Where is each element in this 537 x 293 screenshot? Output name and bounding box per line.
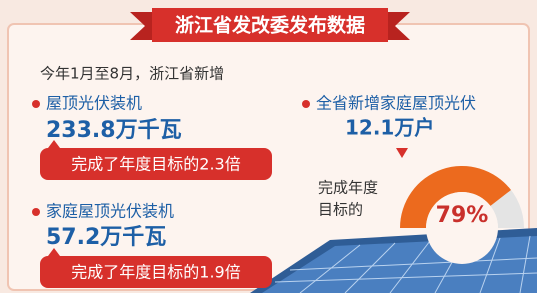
item-value: 57.2万千瓦 bbox=[46, 225, 166, 250]
title: 浙江省发改委发布数据 bbox=[175, 14, 365, 37]
item-note: 完成了年度目标的2.3倍 bbox=[71, 155, 240, 174]
bullet bbox=[302, 100, 310, 108]
item-value: 233.8万千瓦 bbox=[46, 118, 182, 143]
gauge-line: 目标的 bbox=[318, 201, 363, 219]
households-value: 12.1万户 bbox=[345, 116, 434, 140]
gauge-value: 79% bbox=[436, 203, 489, 228]
gauge-line: 完成年度 bbox=[318, 179, 378, 197]
bullet bbox=[32, 100, 40, 108]
title-banner: 浙江省发改委发布数据 bbox=[130, 8, 410, 42]
bullet bbox=[32, 208, 40, 216]
households-label: 全省新增家庭屋顶光伏 bbox=[316, 94, 476, 113]
intro: 今年1月至8月，浙江省新增 bbox=[40, 65, 224, 83]
item-label: 家庭屋顶光伏装机 bbox=[46, 202, 174, 221]
item-label: 屋顶光伏装机 bbox=[46, 94, 142, 113]
item-note: 完成了年度目标的1.9倍 bbox=[71, 263, 240, 282]
infographic: 浙江省发改委发布数据 今年1月至8月，浙江省新增 屋顶光伏装机 233.8万千瓦… bbox=[0, 0, 537, 293]
